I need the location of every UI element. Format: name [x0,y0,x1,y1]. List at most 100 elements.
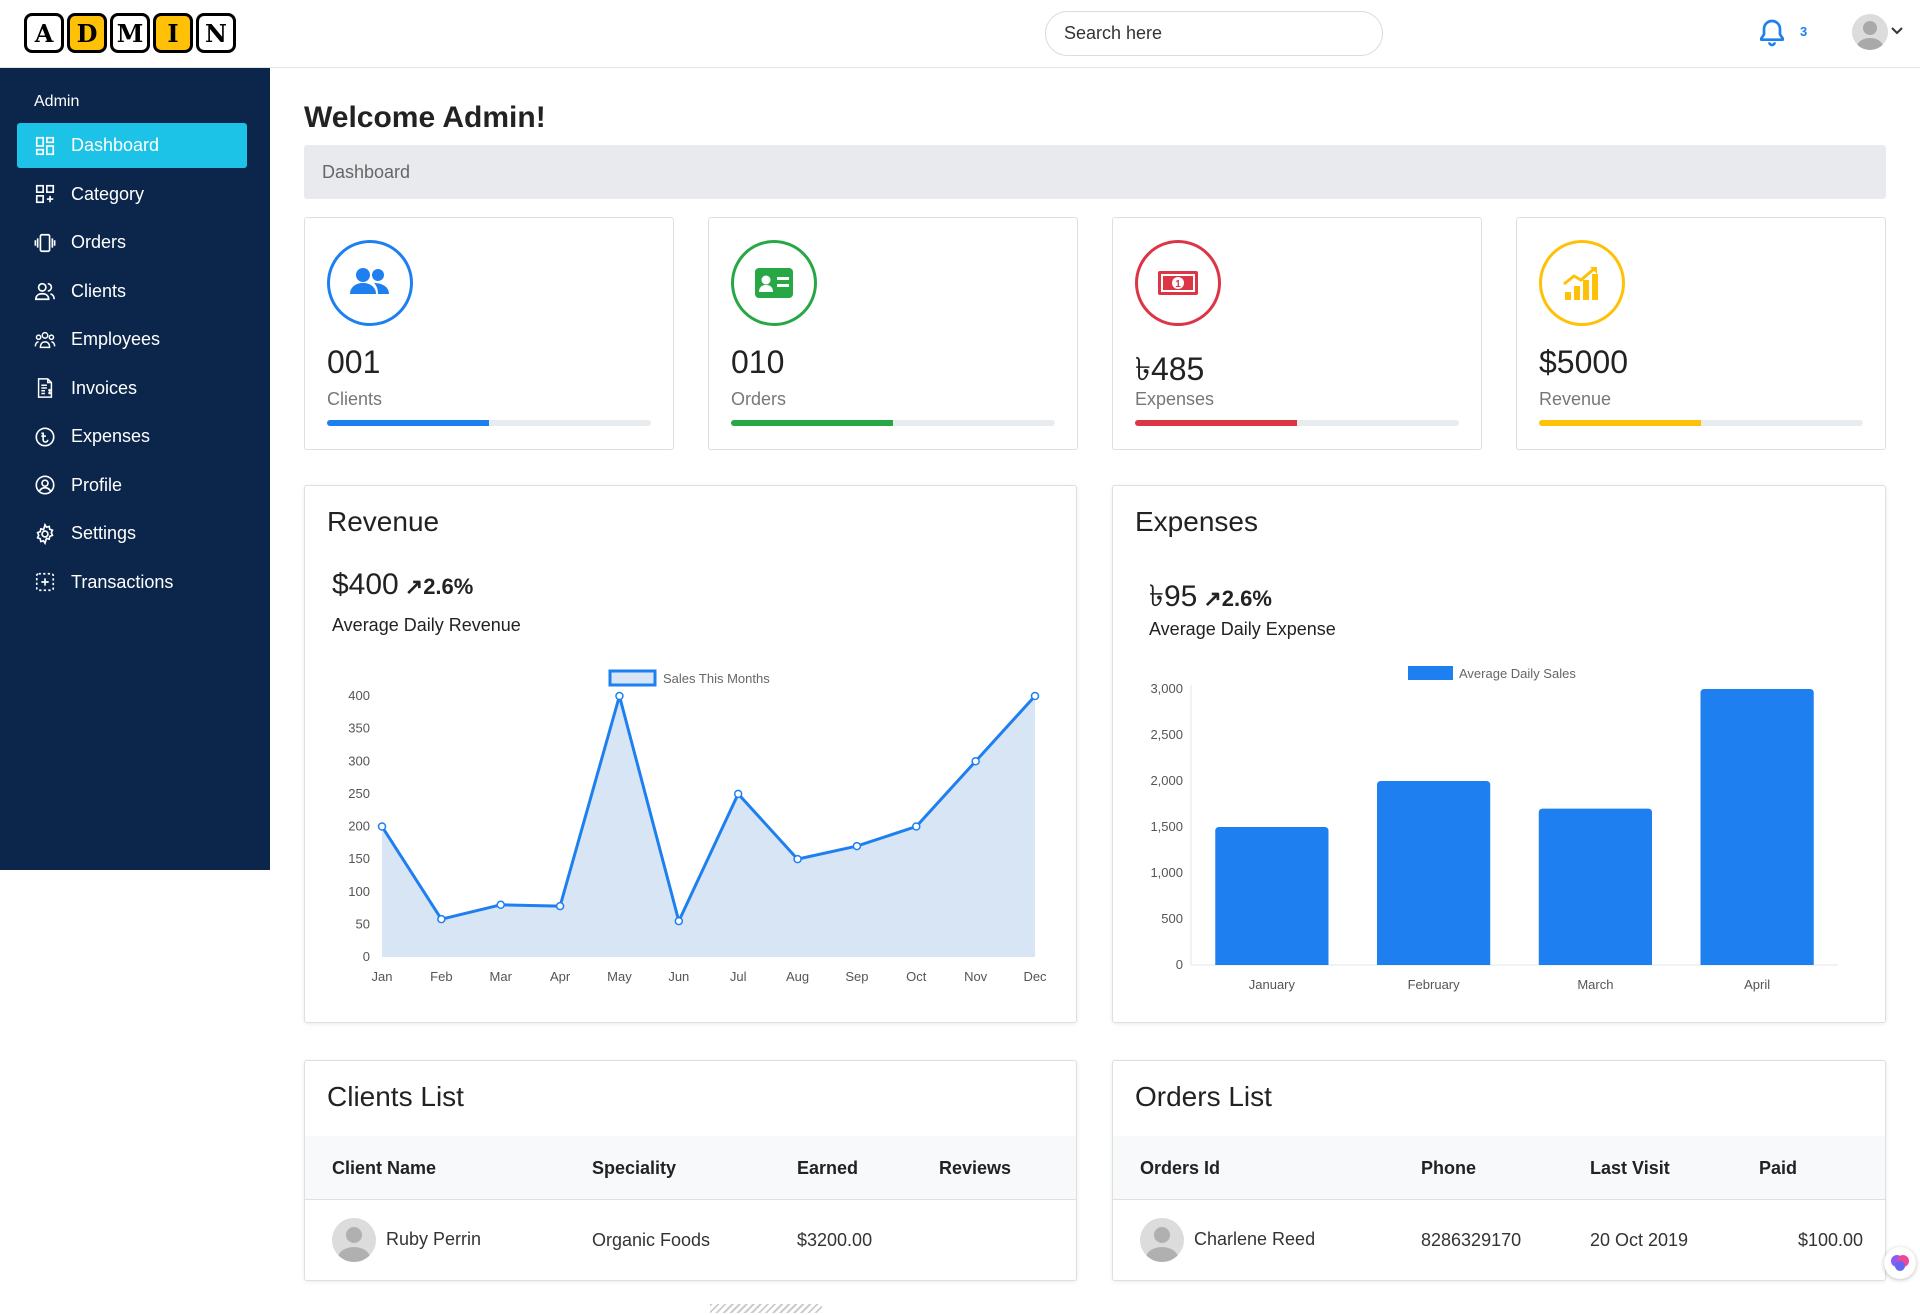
data-point[interactable] [912,822,921,831]
stat-progress-bar [327,420,651,426]
stat-value: $5000 [1539,344,1628,380]
card-title: Clients List [327,1081,464,1112]
search-input[interactable] [1045,11,1383,56]
column-header[interactable]: Reviews [939,1158,1012,1178]
sidebar-item-clients[interactable]: Clients [17,269,247,314]
revenue-amount: $400 ↗2.6% [332,568,473,602]
avatar [1140,1218,1184,1262]
sidebar-item-transactions[interactable]: Transactions [17,560,247,605]
data-point[interactable] [971,757,980,766]
column-header[interactable]: Phone [1421,1158,1477,1178]
data-point[interactable] [437,914,446,924]
bell-icon[interactable] [1756,16,1788,50]
x-tick-label: Jul [730,969,747,984]
sidebar-item-label: Transactions [71,571,174,592]
category-icon [35,184,55,204]
bar[interactable] [1377,781,1491,965]
brain-icon [1891,1255,1909,1271]
top-bar: A D M I N 3 [0,0,1920,68]
order-phone: 8286329170 [1421,1230,1522,1250]
revenue-caption: Average Daily Revenue [332,615,521,635]
order-client-name[interactable]: Charlene Reed [1194,1229,1316,1249]
data-point[interactable] [615,691,624,701]
invoices-icon [37,378,53,398]
series-line [380,694,1037,923]
sidebar-item-dashboard[interactable]: Dashboard [17,123,247,168]
data-point[interactable] [852,841,862,851]
stat-card-revenue[interactable]: $5000 Revenue [1516,217,1886,450]
notification-count-badge: 3 [1800,24,1808,39]
id-card-icon [755,268,793,298]
bar[interactable] [1215,827,1329,965]
legend-swatch[interactable] [1408,666,1453,680]
sidebar-item-category[interactable]: Category [17,172,247,217]
sidebar-item-expenses[interactable]: Expenses [17,414,247,459]
data-point[interactable] [674,916,684,926]
x-tick-label: Nov [964,969,988,984]
avatar-placeholder-icon [1146,1227,1178,1262]
data-point[interactable] [733,789,743,799]
change-value: 2.6% [1221,586,1272,611]
sidebar-item-employees[interactable]: Employees [17,317,247,362]
stat-icon-circle [1539,240,1625,326]
column-header[interactable]: Speciality [592,1158,677,1178]
orders-list-card: Orders List Orders Id Phone Last Visit P… [1112,1060,1886,1281]
sidebar-item-settings[interactable]: Settings [17,511,247,556]
column-header[interactable]: Last Visit [1590,1158,1670,1178]
data-point[interactable] [1030,691,1040,701]
logo-letter: M [110,13,150,53]
data-point[interactable] [555,901,565,911]
amount-value: ৳95 [1149,580,1198,613]
assistant-button[interactable] [1884,1247,1916,1279]
progress-fill [1135,420,1297,426]
chevron-down-icon[interactable] [1890,26,1904,36]
x-tick-label: February [1408,977,1461,992]
table-header: Client Name Speciality Earned Reviews [305,1136,1076,1200]
x-tick-label: January [1249,977,1296,992]
data-point[interactable] [496,900,505,910]
sidebar-title: Admin [34,93,80,110]
x-tick-label: Dec [1023,969,1047,984]
legend-label[interactable]: Average Daily Sales [1459,666,1576,681]
bar[interactable] [1700,689,1814,965]
sidebar-item-label: Category [71,183,145,204]
user-avatar[interactable] [1852,14,1888,50]
data-point[interactable] [377,822,387,831]
employees-icon [34,331,56,348]
avatar-placeholder-icon [1857,21,1883,50]
expenses-caption: Average Daily Expense [1149,619,1336,639]
legend-label[interactable]: Sales This Months [663,671,770,686]
sidebar-item-invoices[interactable]: Invoices [17,366,247,411]
change-percent: ↗2.6% [404,574,474,599]
bar[interactable] [1538,808,1652,965]
legend-swatch[interactable] [608,669,657,687]
sidebar-item-label: Clients [71,280,127,301]
clients-list-card: Clients List Client Name Speciality Earn… [304,1060,1077,1281]
breadcrumb: Dashboard [304,145,1886,199]
admin-logo[interactable]: A D M I N [24,13,236,53]
data-point[interactable] [793,854,802,864]
sidebar-item-profile[interactable]: Profile [17,463,247,508]
stat-label: Clients [327,389,383,409]
x-tick-label: Oct [906,969,927,984]
stat-value: ৳485 [1135,351,1205,387]
client-name[interactable]: Ruby Perrin [386,1229,482,1249]
x-tick-label: March [1577,977,1613,992]
orders-icon [34,233,56,252]
stat-card-orders[interactable]: 010 Orders [708,217,1078,450]
change-percent: ↗2.6% [1203,586,1272,611]
sidebar-item-orders[interactable]: Orders [17,220,247,265]
stat-card-clients[interactable]: 001 Clients [304,217,674,450]
x-tick-label: Apr [550,969,571,984]
card-title: Expenses [1135,506,1258,537]
sidebar-item-label: Employees [71,329,161,349]
column-header[interactable]: Paid [1759,1158,1798,1178]
column-header[interactable]: Orders Id [1140,1158,1221,1178]
logo-letter: I [153,13,193,53]
dashboard-icon [35,136,55,155]
stat-icon-circle [327,240,413,326]
column-header[interactable]: Client Name [332,1158,437,1178]
column-header[interactable]: Earned [797,1158,859,1178]
scroll-indicator [710,1304,822,1313]
stat-card-expenses[interactable]: 1 ৳485 Expenses [1112,217,1482,450]
